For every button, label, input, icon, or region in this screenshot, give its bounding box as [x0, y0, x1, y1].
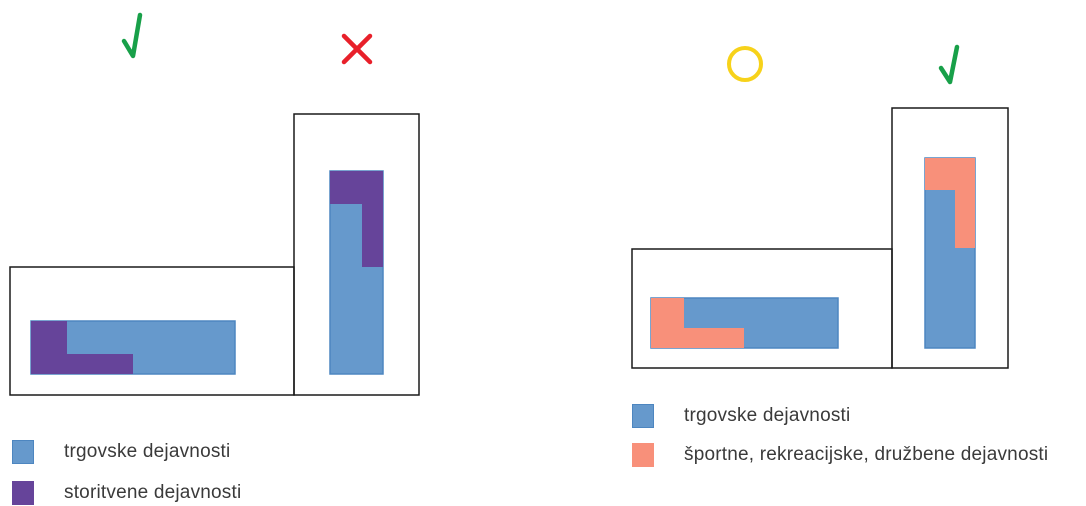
legend-label: športne, rekreacijske, družbene dejavnos… — [684, 444, 1049, 465]
legend-label: trgovske dejavnosti — [684, 405, 851, 426]
legend-item-sport: športne, rekreacijske, družbene dejavnos… — [632, 443, 1048, 467]
service-zone — [31, 321, 133, 374]
sport-zone — [925, 158, 975, 248]
cross-icon — [341, 33, 373, 65]
legend-label: trgovske dejavnosti — [64, 441, 231, 462]
building-outline-vertical — [891, 107, 1009, 369]
check-icon — [121, 12, 143, 59]
legend-label: storitvene dejavnosti — [64, 482, 242, 503]
legend-item-commercial: trgovske dejavnosti — [632, 404, 850, 428]
sport-zone — [651, 298, 744, 348]
building-outline-vertical — [293, 113, 420, 396]
legend-swatch-service — [12, 481, 34, 505]
check-icon — [938, 44, 960, 85]
circle-icon — [727, 46, 763, 82]
legend-swatch-commercial — [632, 404, 654, 428]
legend-swatch-sport — [632, 443, 654, 467]
legend-item-commercial: trgovske dejavnosti — [12, 440, 230, 464]
left-diagram — [9, 12, 420, 396]
service-zone — [330, 171, 383, 267]
legend-item-service: storitvene dejavnosti — [12, 481, 241, 505]
right-diagram — [631, 44, 1009, 369]
legend-swatch-commercial — [12, 440, 34, 464]
